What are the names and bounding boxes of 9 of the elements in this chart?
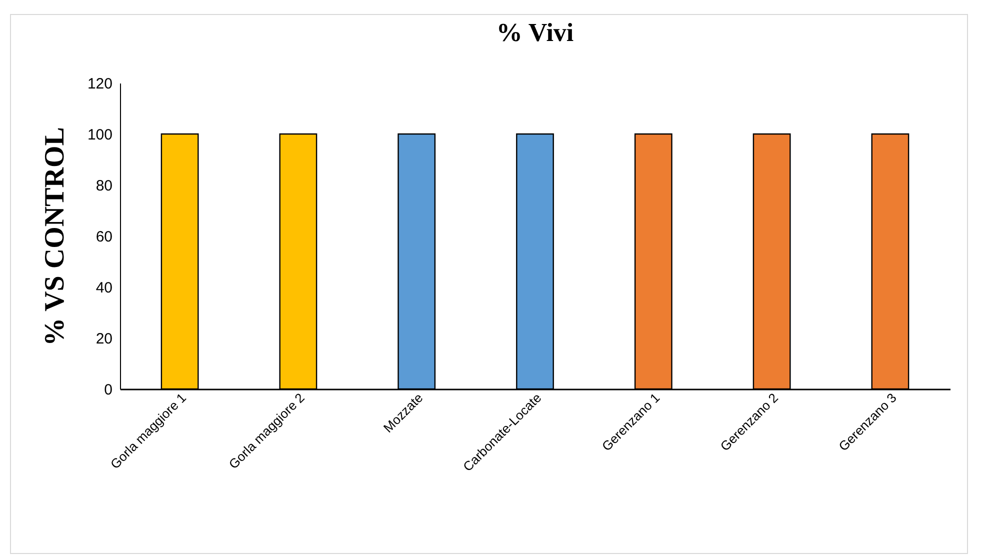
y-tick-label: 20 — [96, 330, 112, 348]
y-tick-label: 80 — [96, 178, 112, 194]
y-tick-label: 100 — [87, 126, 112, 144]
chart-title: % Vivi — [496, 18, 574, 47]
y-tick-label: 0 — [104, 382, 112, 398]
y-tick-label: 120 — [87, 76, 112, 92]
y-tick-label: 60 — [96, 228, 112, 246]
y-tick-label: 40 — [96, 280, 112, 296]
y-axis-title: % VS CONTROL — [39, 127, 70, 346]
